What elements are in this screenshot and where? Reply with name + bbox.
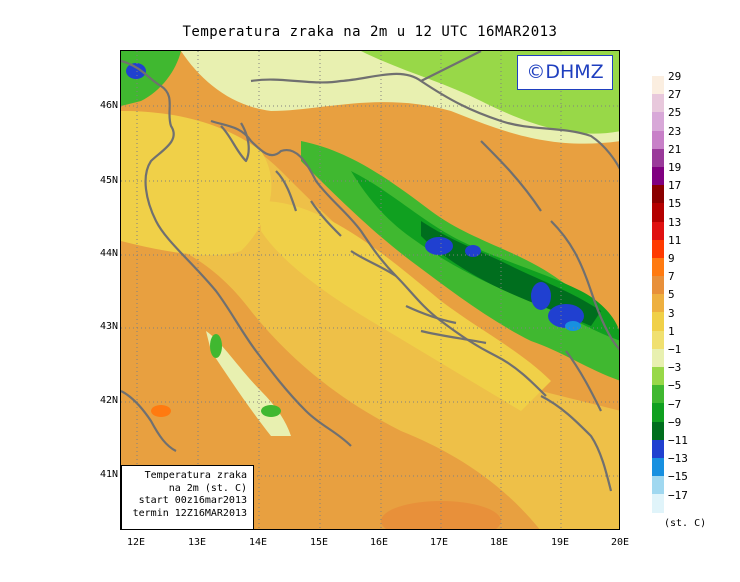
lon-tick: 17E — [429, 537, 449, 548]
colorbar-label: 7 — [668, 270, 675, 284]
yellow-north — [121, 111, 272, 256]
lon-tick: 20E — [610, 537, 630, 548]
cold-spot-5 — [465, 245, 481, 257]
lon-tick: 16E — [369, 537, 389, 548]
map-legend-box: Temperatura zraka na 2m (st. C) start 00… — [121, 465, 254, 530]
colorbar-label: −13 — [668, 452, 688, 466]
cold-spot-1 — [425, 237, 453, 255]
lat-tick: 42N — [99, 395, 118, 406]
italy-warm-spot — [151, 405, 171, 417]
colorbar-label: 29 — [668, 70, 682, 83]
colorbar-segment — [652, 166, 664, 186]
lon-tick: 13E — [187, 537, 207, 548]
colorbar-label: 27 — [668, 88, 682, 102]
colorbar-segment — [652, 112, 664, 131]
colorbar-segment — [652, 257, 664, 277]
colorbar-segment — [652, 476, 664, 495]
colorbar-label: 15 — [668, 197, 682, 211]
colorbar-label: 21 — [668, 142, 682, 156]
colorbar-segment — [652, 494, 664, 513]
lat-tick: 46N — [99, 100, 118, 111]
lon-tick: 18E — [489, 537, 509, 548]
colorbar-unit: (st. C) — [664, 518, 707, 529]
colorbar-label: 3 — [668, 306, 675, 320]
colorbar-label: −11 — [668, 434, 688, 447]
colorbar-segment — [652, 367, 664, 386]
colorbar-segment — [652, 403, 664, 422]
colorbar-label: 19 — [668, 161, 682, 174]
lon-tick: 14E — [248, 537, 268, 548]
coastlines — [121, 51, 619, 492]
cold-spot-2 — [531, 282, 551, 310]
colorbar-segment — [652, 330, 664, 349]
lat-tick: 44N — [99, 248, 118, 259]
dhmz-logo: ©DHMZ — [517, 55, 613, 90]
colorbar-label: 13 — [668, 215, 682, 229]
colorbar-segment — [652, 348, 664, 367]
colorbar-label: −1 — [668, 343, 682, 356]
colorbar-segment — [652, 203, 664, 222]
lon-tick: 15E — [309, 537, 329, 548]
italy-green-2 — [261, 405, 281, 417]
colorbar-segment — [652, 76, 664, 95]
legend-line-3: start 00z16mar2013 — [138, 495, 247, 506]
colorbar-label: −15 — [668, 470, 688, 484]
colorbar — [652, 76, 664, 513]
colorbar-segment — [652, 457, 664, 477]
colorbar-label: 17 — [668, 179, 682, 193]
lat-tick: 43N — [99, 321, 118, 332]
colorbar-label: −17 — [668, 488, 688, 502]
colorbar-segment — [652, 185, 664, 204]
colorbar-label: 1 — [668, 324, 675, 338]
legend-line-1: Temperatura zraka — [144, 470, 247, 481]
lat-tick: 41N — [99, 469, 118, 480]
colorbar-label: 25 — [668, 106, 682, 120]
legend-line-2: na 2m (st. C) — [168, 482, 247, 494]
colorbar-label: 9 — [668, 252, 675, 265]
colorbar-segment — [652, 421, 664, 440]
colorbar-label: −7 — [668, 397, 682, 411]
colorbar-segment — [652, 294, 664, 313]
colorbar-label: 5 — [668, 288, 675, 302]
map-canvas — [121, 51, 619, 529]
map-title: Temperatura zraka na 2m u 12 UTC 16MAR20… — [182, 24, 558, 40]
colorbar-label: 23 — [668, 124, 682, 138]
cold-spot-4 — [565, 321, 581, 331]
temperature-map — [120, 50, 620, 530]
colorbar-label: −9 — [668, 415, 682, 429]
legend-line-4: termin 12Z16MAR2013 — [132, 507, 247, 519]
colorbar-segment — [652, 276, 664, 295]
colorbar-segment — [652, 239, 664, 258]
colorbar-segment — [652, 439, 664, 458]
cold-spot-nw — [126, 63, 146, 79]
colorbar-segment — [652, 130, 664, 149]
italy-green-1 — [210, 334, 222, 358]
colorbar-segment — [652, 221, 664, 240]
colorbar-label: −3 — [668, 361, 682, 375]
colorbar-segment — [652, 312, 664, 331]
lat-tick: 45N — [99, 175, 118, 186]
colorbar-segment — [652, 385, 664, 404]
dark-green-band — [421, 221, 601, 326]
colorbar-segment — [652, 148, 664, 167]
colorbar-label: 11 — [668, 233, 682, 247]
colorbar-segment — [652, 94, 664, 113]
lon-tick: 12E — [126, 537, 146, 548]
colorbar-label: −5 — [668, 379, 682, 393]
lon-tick: 19E — [550, 537, 570, 548]
